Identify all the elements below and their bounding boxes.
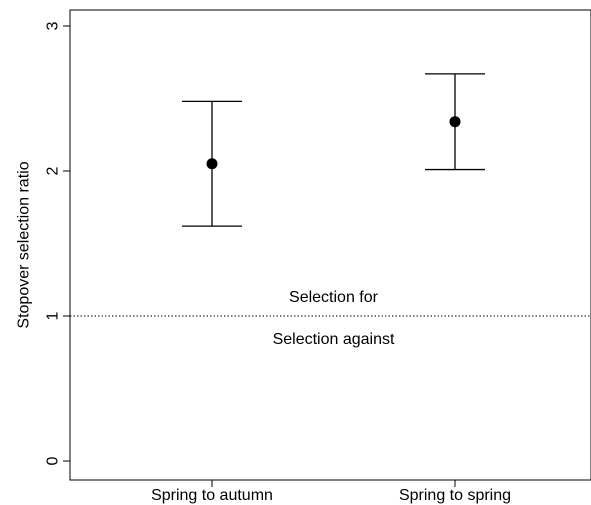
annotation-selection-for: Selection for bbox=[289, 289, 379, 306]
y-axis-ticks: 0 1 2 3 bbox=[45, 21, 70, 465]
data-marks bbox=[182, 73, 485, 227]
y-tick-label: 3 bbox=[45, 21, 62, 30]
data-point bbox=[449, 116, 461, 128]
y-tick-label: 0 bbox=[45, 456, 62, 465]
y-tick-label: 2 bbox=[45, 166, 62, 175]
annotation-selection-against: Selection against bbox=[273, 331, 395, 348]
x-tick-label: Spring to autumn bbox=[151, 487, 273, 504]
y-axis: Stopover selection ratio 0 1 2 3 bbox=[16, 21, 70, 465]
data-point bbox=[206, 158, 218, 170]
y-tick-label: 1 bbox=[45, 311, 62, 320]
x-tick-label: Spring to spring bbox=[399, 487, 511, 504]
y-axis-title: Stopover selection ratio bbox=[16, 161, 33, 328]
x-axis: Spring to autumn Spring to spring bbox=[151, 480, 511, 504]
plot-frame bbox=[69, 9, 591, 481]
x-axis-ticks: Spring to autumn Spring to spring bbox=[151, 480, 511, 504]
